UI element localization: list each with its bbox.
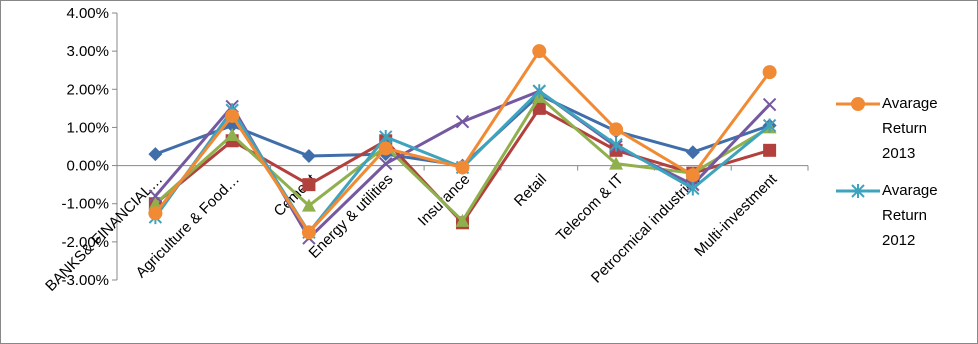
y-tick-label: 2.00% xyxy=(66,81,109,98)
marker xyxy=(609,122,624,137)
marker xyxy=(378,141,393,156)
marker xyxy=(686,181,700,196)
marker xyxy=(685,145,700,160)
marker xyxy=(609,156,624,170)
y-tick-label: 0.00% xyxy=(66,158,109,175)
marker xyxy=(379,156,393,171)
marker xyxy=(225,128,240,142)
marker xyxy=(301,225,316,240)
marker xyxy=(532,101,546,115)
marker xyxy=(302,178,316,192)
legend-label: Avarage Return 2013 xyxy=(882,95,938,162)
y-tick-label: 3.00% xyxy=(66,43,109,60)
marker xyxy=(532,44,547,59)
marker xyxy=(455,213,470,227)
marker xyxy=(851,97,865,111)
marker xyxy=(301,198,316,212)
marker xyxy=(763,143,777,157)
y-tick-label: 1.00% xyxy=(66,119,109,136)
marker xyxy=(609,137,623,152)
marker xyxy=(851,184,865,198)
legend-label: Avarage Return 2012 xyxy=(882,182,938,249)
y-tick-label: -2.00% xyxy=(61,234,109,251)
marker xyxy=(762,97,777,112)
marker xyxy=(148,189,163,203)
marker xyxy=(762,118,777,133)
marker xyxy=(455,114,470,129)
y-tick-label: -1.00% xyxy=(61,196,109,213)
marker xyxy=(148,206,163,221)
marker xyxy=(301,149,316,164)
marker xyxy=(225,108,240,123)
marker xyxy=(148,147,163,162)
marker xyxy=(685,168,700,183)
y-tick-label: -3.00% xyxy=(61,272,109,289)
series xyxy=(148,44,777,240)
marker xyxy=(455,160,470,175)
y-tick-label: 4.00% xyxy=(66,5,109,22)
marker xyxy=(762,65,777,80)
marker xyxy=(532,84,546,99)
